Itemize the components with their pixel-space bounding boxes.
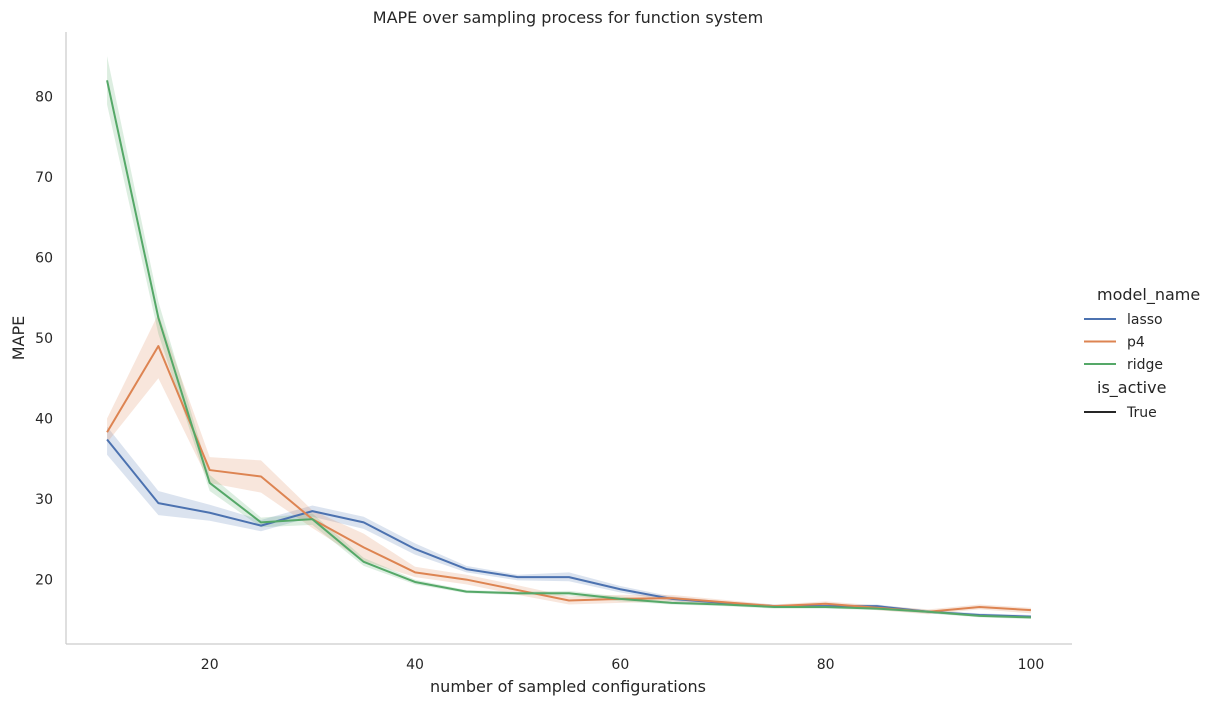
y-tick-label: 50 (35, 331, 53, 347)
y-tick-label: 70 (35, 170, 53, 186)
legend-label-style: True (1126, 405, 1157, 421)
y-ticks: 20 30 40 50 60 70 80 (35, 89, 53, 588)
x-axis-label: number of sampled configurations (430, 677, 706, 696)
ci-band-ridge (107, 56, 1031, 620)
x-tick-label: 60 (611, 657, 629, 673)
legend-label-ridge: ridge (1127, 357, 1163, 373)
legend-label-p4: p4 (1127, 335, 1145, 351)
y-tick-label: 30 (35, 492, 53, 508)
x-tick-label: 20 (201, 657, 219, 673)
ci-band-p4 (107, 313, 1031, 615)
x-tick-label: 100 (1018, 657, 1045, 673)
x-tick-label: 80 (817, 657, 835, 673)
ci-bands (107, 56, 1031, 620)
y-axis-label: MAPE (9, 316, 28, 361)
legend: model_name lasso p4 ridge is_active True (1084, 285, 1200, 421)
x-tick-label: 40 (406, 657, 424, 673)
series-line-ridge (106, 80, 1031, 619)
y-tick-label: 40 (35, 412, 53, 428)
legend-label-lasso: lasso (1127, 312, 1163, 328)
chart-title: MAPE over sampling process for function … (373, 8, 763, 27)
series-line-lasso (106, 438, 1031, 618)
y-tick-label: 20 (35, 573, 53, 589)
ci-band-lasso (107, 426, 1031, 619)
series-lines (106, 80, 1032, 619)
legend-style-title: is_active (1097, 378, 1166, 398)
y-tick-label: 60 (35, 250, 53, 266)
y-tick-label: 80 (35, 89, 53, 105)
legend-hue-title: model_name (1097, 285, 1200, 305)
x-ticks: 20 40 60 80 100 (201, 657, 1045, 673)
